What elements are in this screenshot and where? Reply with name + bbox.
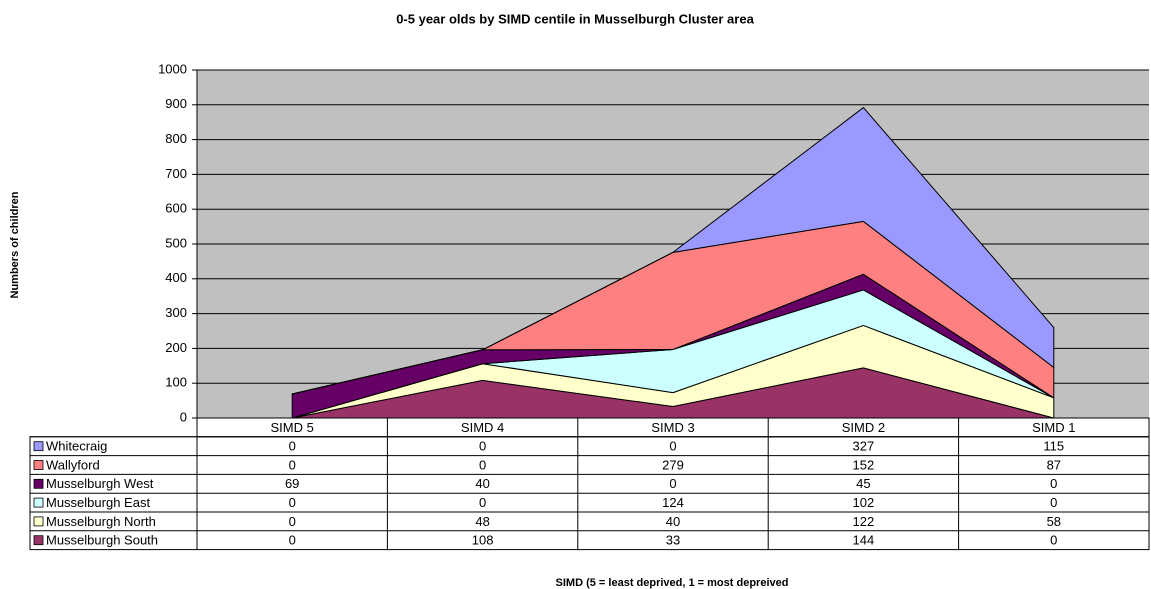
legend-label: Musselburgh North xyxy=(46,514,156,529)
legend-key xyxy=(33,441,44,452)
y-tick-label: 1000 xyxy=(158,61,187,76)
x-tick-label: SIMD 5 xyxy=(271,420,314,435)
table-value: 0 xyxy=(1050,533,1057,548)
table-value: 33 xyxy=(666,533,680,548)
y-axis-label: Numbers of children xyxy=(9,191,21,298)
y-tick-label: 400 xyxy=(165,270,187,285)
x-tick-label: SIMD 4 xyxy=(461,420,504,435)
table-value: 0 xyxy=(289,457,296,472)
x-tick-label: SIMD 3 xyxy=(651,420,694,435)
table-value: 102 xyxy=(853,495,875,510)
legend-label: Wallyford xyxy=(46,457,100,472)
table-value: 115 xyxy=(1043,439,1064,454)
table-value: 0 xyxy=(289,439,296,454)
chart-title: 0-5 year olds by SIMD centile in Musselb… xyxy=(396,11,754,26)
table-value: 0 xyxy=(289,495,296,510)
table-value: 58 xyxy=(1047,514,1061,529)
table-value: 122 xyxy=(853,514,875,529)
y-tick-label: 600 xyxy=(165,201,187,216)
legend-key xyxy=(33,516,44,527)
legend-key xyxy=(33,497,44,508)
table-value: 69 xyxy=(285,476,299,491)
table-value: 45 xyxy=(856,476,870,491)
legend-key xyxy=(33,535,44,546)
table-value: 40 xyxy=(475,476,489,491)
table-value: 152 xyxy=(853,457,875,472)
table-value: 0 xyxy=(479,495,486,510)
legend-label: Musselburgh East xyxy=(46,495,150,510)
legend-label: Musselburgh West xyxy=(46,476,154,491)
table-value: 0 xyxy=(1050,495,1057,510)
table-value: 87 xyxy=(1047,457,1061,472)
legend-key xyxy=(33,460,44,470)
table-value: 0 xyxy=(669,476,676,491)
table-value: 279 xyxy=(662,457,684,472)
y-tick-label: 100 xyxy=(165,375,187,390)
x-axis-label: SIMD (5 = least deprived, 1 = most depre… xyxy=(556,577,789,589)
table-value: 108 xyxy=(472,533,494,548)
table-value: 0 xyxy=(289,533,296,548)
area xyxy=(291,107,1055,395)
y-tick-label: 900 xyxy=(165,96,187,111)
y-tick-label: 300 xyxy=(165,305,187,320)
x-tick-label: SIMD 2 xyxy=(842,420,885,435)
y-tick-label: 500 xyxy=(165,235,187,250)
x-tick-label: SIMD 1 xyxy=(1032,420,1075,435)
table-value: 0 xyxy=(479,457,486,472)
table-value: 0 xyxy=(1050,476,1057,491)
table-value: 0 xyxy=(669,439,676,454)
y-tick-label: 200 xyxy=(165,340,187,355)
table-value: 40 xyxy=(666,514,680,529)
legend-label: Musselburgh South xyxy=(46,533,158,548)
y-tick-label: 700 xyxy=(165,166,187,181)
table-value: 327 xyxy=(853,439,875,454)
legend-label: Whitecraig xyxy=(46,439,107,454)
table-value: 124 xyxy=(662,495,684,510)
y-tick-label: 800 xyxy=(165,131,187,146)
table-value: 0 xyxy=(289,514,296,529)
legend-key xyxy=(33,478,44,489)
table-value: 144 xyxy=(853,533,875,548)
table-value: 48 xyxy=(475,514,489,529)
y-tick-label: 0 xyxy=(180,409,187,424)
table-value: 0 xyxy=(479,439,486,454)
